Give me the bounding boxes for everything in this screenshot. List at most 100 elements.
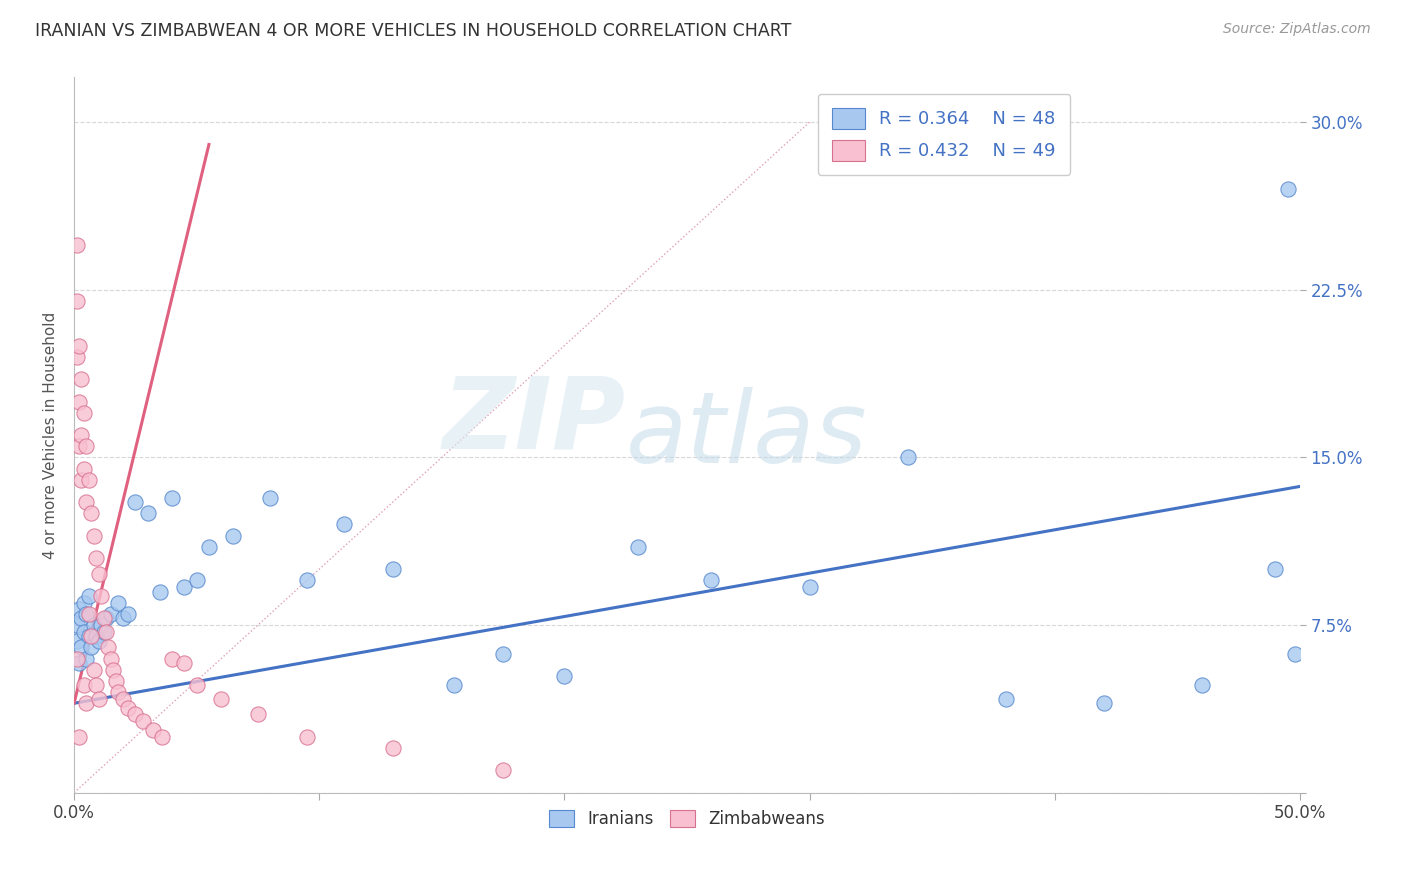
Point [443,678,465,692]
Point [700,574,723,588]
Text: atlas: atlas [626,386,868,483]
Point [107,596,129,610]
Point [77,629,100,643]
Point [381,562,404,576]
Point [209,691,232,706]
Point [627,540,650,554]
Point [65,618,87,632]
Point [84,629,107,643]
Point [100,607,122,621]
Point [198,540,221,554]
Point [65,633,87,648]
Point [332,517,354,532]
Point [90,618,112,632]
Point [80,640,103,655]
Point [70,473,93,487]
Point [112,611,135,625]
Point [70,640,93,655]
Point [73,461,96,475]
Point [84,678,107,692]
Point [492,647,515,661]
Point [77,589,100,603]
Point [80,629,103,643]
Point [132,714,155,728]
Point [186,678,208,692]
Point [83,618,105,632]
Point [149,584,172,599]
Point [65,238,87,252]
Point [259,491,281,505]
Point [103,663,125,677]
Point [65,350,87,364]
Point [381,741,404,756]
Point [67,656,90,670]
Point [295,730,318,744]
Point [1092,696,1115,710]
Point [65,293,87,308]
Point [90,589,112,603]
Point [77,473,100,487]
Point [117,607,139,621]
Point [84,551,107,566]
Point [117,700,139,714]
Point [492,764,515,778]
Point [94,624,117,639]
Point [136,506,159,520]
Point [107,685,129,699]
Point [75,495,97,509]
Point [246,707,269,722]
Text: ZIP: ZIP [443,372,626,469]
Point [186,574,208,588]
Legend: Iranians, Zimbabweans: Iranians, Zimbabweans [543,803,832,834]
Point [65,651,87,665]
Point [75,439,97,453]
Point [93,611,115,625]
Point [70,372,93,386]
Point [70,428,93,442]
Point [124,495,146,509]
Point [75,607,97,621]
Point [93,624,115,639]
Point [141,723,163,737]
Point [173,656,195,670]
Point [70,611,93,625]
Point [73,406,96,420]
Point [112,691,135,706]
Point [87,566,110,581]
Point [160,651,183,665]
Point [553,669,575,683]
Point [67,338,90,352]
Point [67,394,90,409]
Point [897,450,920,465]
Point [73,596,96,610]
Point [94,611,117,625]
Point [799,580,821,594]
Point [994,691,1017,706]
Point [1191,678,1213,692]
Y-axis label: 4 or more Vehicles in Household: 4 or more Vehicles in Household [44,311,58,558]
Point [1264,562,1286,576]
Text: IRANIAN VS ZIMBABWEAN 4 OR MORE VEHICLES IN HOUSEHOLD CORRELATION CHART: IRANIAN VS ZIMBABWEAN 4 OR MORE VEHICLES… [35,22,792,40]
Point [80,506,103,520]
Point [97,640,120,655]
Point [100,651,122,665]
Point [83,663,105,677]
Point [75,696,97,710]
Point [77,607,100,621]
Point [173,580,195,594]
Point [222,528,245,542]
Point [87,691,110,706]
Text: Source: ZipAtlas.com: Source: ZipAtlas.com [1223,22,1371,37]
Point [150,730,173,744]
Point [67,602,90,616]
Point [67,439,90,453]
Point [67,730,90,744]
Point [1277,182,1299,196]
Point [104,673,127,688]
Point [1284,647,1306,661]
Point [160,491,183,505]
Point [87,633,110,648]
Point [73,624,96,639]
Point [124,707,146,722]
Point [295,574,318,588]
